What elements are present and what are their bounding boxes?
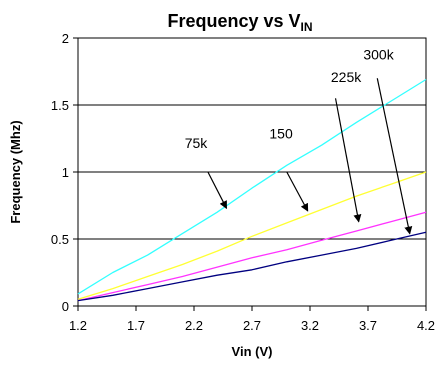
x-tick-label: 3.7 <box>359 318 377 333</box>
series-lines <box>77 78 427 302</box>
y-tick-label: 0 <box>62 299 69 314</box>
chart-title-subscript: IN <box>301 20 313 34</box>
annotation-label: 75k <box>185 135 209 151</box>
annotation-label: 150 <box>269 126 293 142</box>
y-tick-label: 1.5 <box>51 98 69 113</box>
annotation-arrow <box>376 78 413 235</box>
series-line-225k <box>77 211 427 302</box>
x-tick-label: 1.2 <box>69 318 87 333</box>
x-tick-label: 3.2 <box>301 318 319 333</box>
annotation-label: 225k <box>331 69 362 85</box>
x-tick-label: 2.2 <box>185 318 203 333</box>
series-line-300k <box>77 231 427 302</box>
x-axis-label: Vin (V) <box>232 344 273 359</box>
x-tick-label: 4.2 <box>417 318 435 333</box>
x-tick-label: 1.7 <box>127 318 145 333</box>
x-tick-label: 2.7 <box>243 318 261 333</box>
annotation-arrow <box>286 171 309 212</box>
chart-title: Frequency vs VIN <box>167 11 312 34</box>
annotation-arrow <box>207 171 228 210</box>
series-line-150 <box>77 171 427 300</box>
y-tick-label: 0.5 <box>51 232 69 247</box>
y-tick-label: 2 <box>62 31 69 46</box>
annotation-arrow <box>334 98 362 223</box>
y-tick-label: 1 <box>62 165 69 180</box>
y-axis-label: Frequency (Mhz) <box>8 120 23 223</box>
series-line-75k <box>77 78 427 295</box>
gridlines <box>78 104 426 240</box>
annotation-label: 300k <box>363 46 394 62</box>
y-tick-labels: 0 0.5 1 1.5 2 <box>51 31 78 314</box>
x-tick-labels: 1.2 1.7 2.2 2.7 3.2 3.7 4.2 <box>69 306 435 333</box>
